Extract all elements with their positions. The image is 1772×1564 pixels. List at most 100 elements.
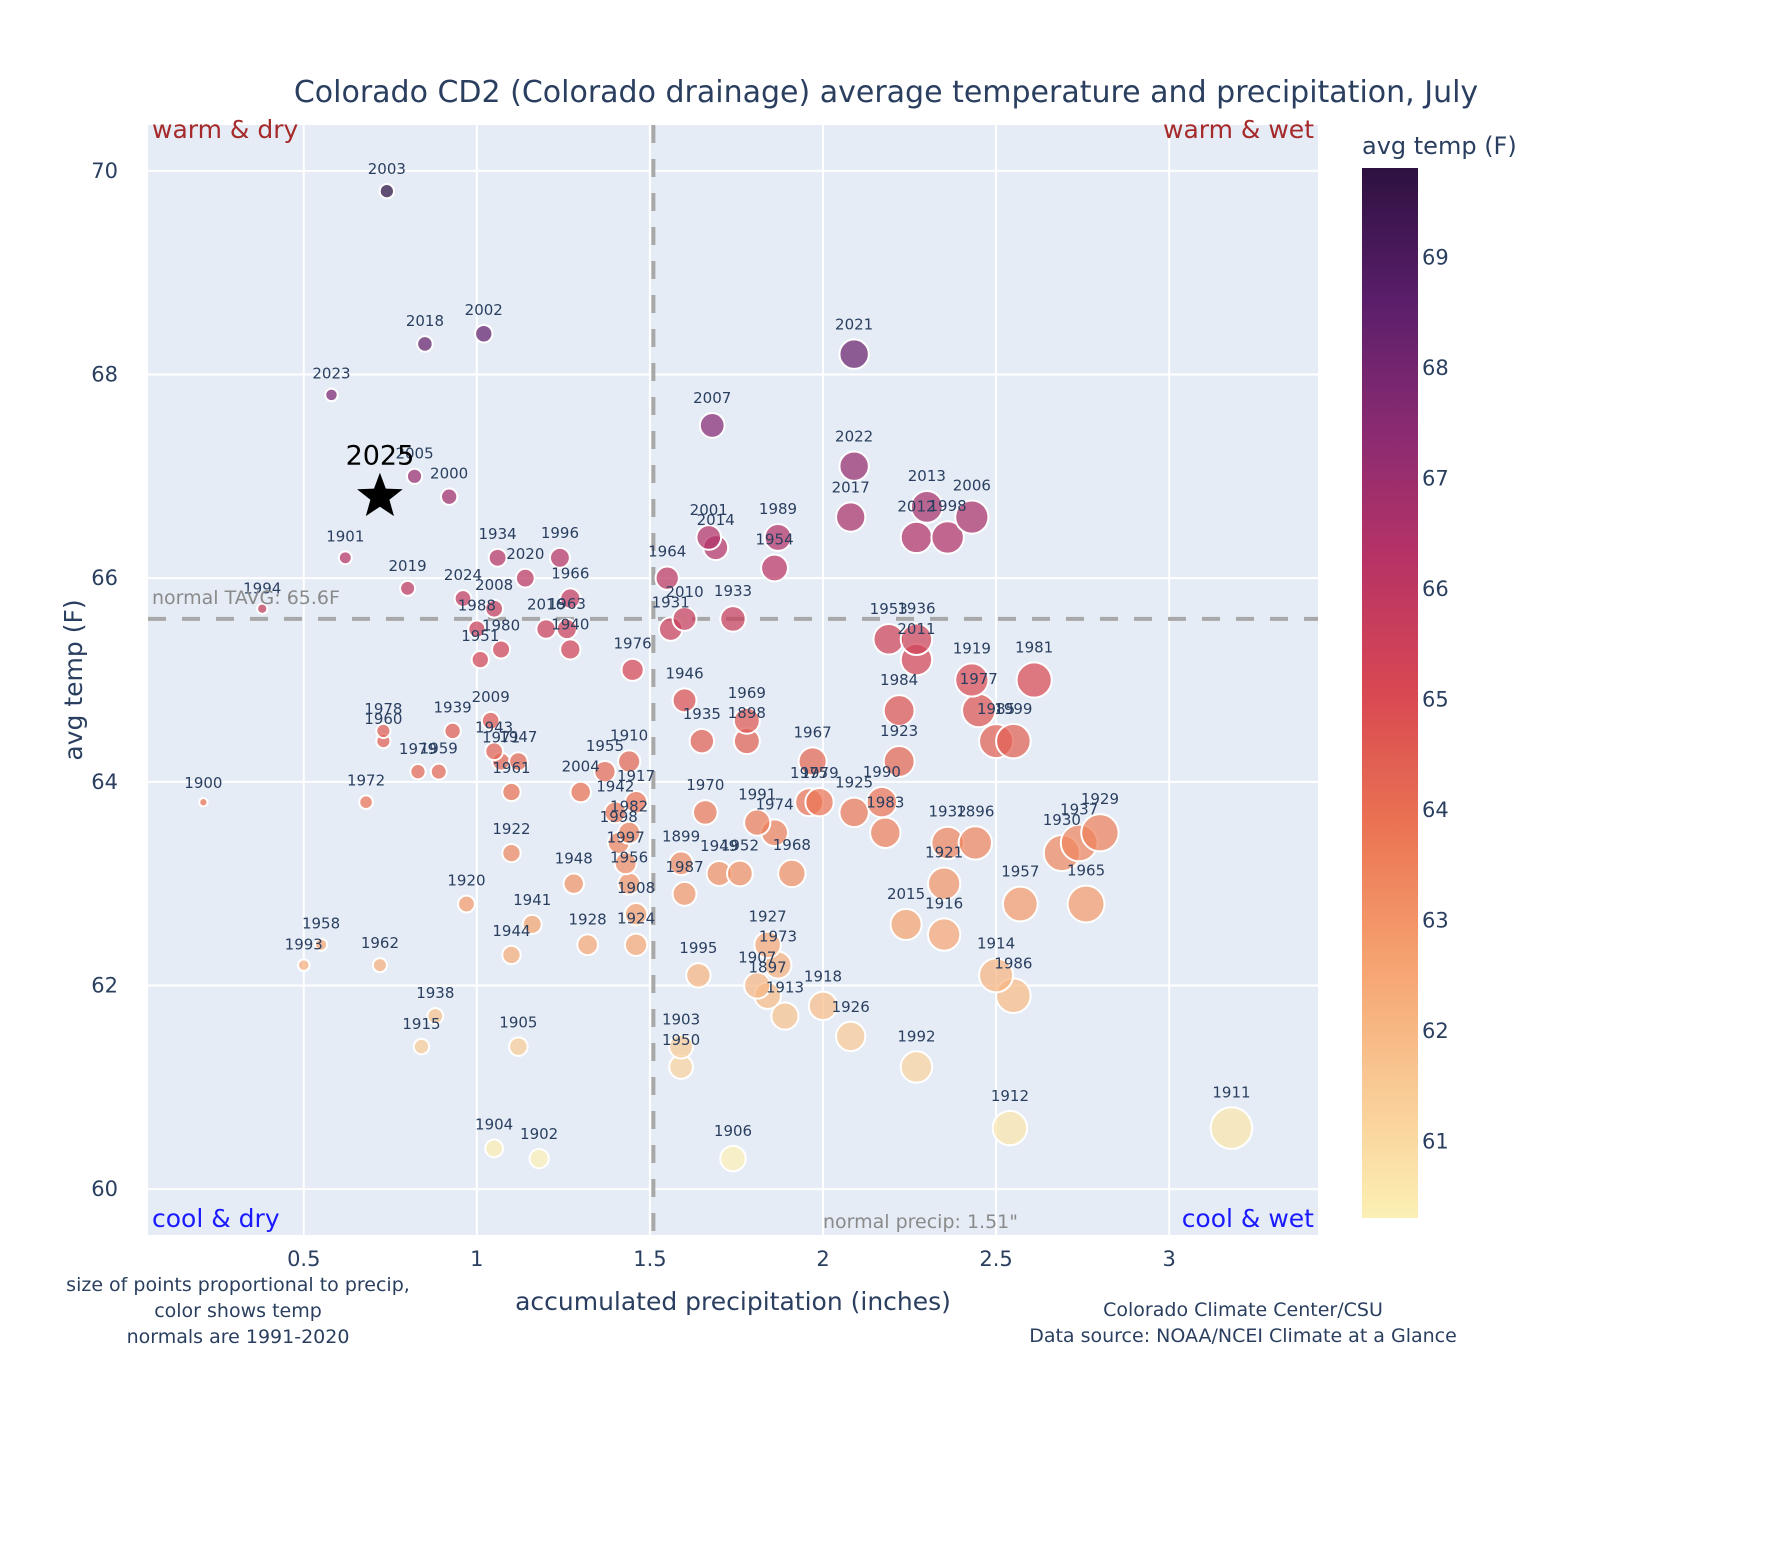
colorbar-tick-label: 69 — [1422, 245, 1449, 269]
data-point — [930, 520, 965, 555]
point-label: 1922 — [492, 820, 530, 838]
point-label: 1919 — [953, 639, 991, 657]
x-tick-label: 2.5 — [979, 1247, 1012, 1271]
point-label: 1915 — [402, 1015, 440, 1033]
point-label: 1908 — [617, 879, 655, 897]
point-label: 1936 — [897, 600, 935, 618]
data-point — [501, 781, 522, 803]
data-point — [559, 638, 582, 661]
data-point — [480, 710, 501, 731]
data-point — [743, 808, 772, 837]
point-label: 1998 — [929, 497, 967, 515]
data-point — [882, 745, 916, 778]
point-label: 1989 — [759, 500, 797, 518]
y-axis-ticks: 60 62 64 66 68 70 — [91, 159, 118, 1201]
data-point — [559, 587, 582, 610]
point-label: 2016 — [527, 595, 565, 613]
quadrant-label-cool-wet: cool & wet — [1182, 1204, 1314, 1233]
normal-temp-annotation: normal TAVG: 65.6F — [152, 587, 340, 609]
x-axis-title: accumulated precipitation (inches) — [515, 1287, 951, 1316]
point-label: 1924 — [617, 910, 655, 928]
data-point — [508, 1036, 529, 1057]
point-label: 1976 — [614, 635, 652, 653]
y-axis-title: avg temp (F) — [59, 599, 88, 760]
data-point — [409, 763, 427, 781]
data-point — [777, 858, 807, 889]
point-label: 1901 — [326, 527, 364, 545]
point-label: 2007 — [693, 389, 731, 407]
point-label: 1904 — [475, 1116, 513, 1134]
data-point — [926, 866, 962, 901]
point-label: 1932 — [929, 803, 967, 821]
point-label: 1926 — [832, 998, 870, 1016]
data-point — [882, 694, 916, 727]
quadrant-label-warm-wet: warm & wet — [1163, 115, 1314, 144]
data-point — [521, 913, 543, 935]
point-label: 2019 — [389, 557, 427, 575]
point-label: 2015 — [887, 885, 925, 903]
data-point — [668, 850, 694, 877]
point-label: 1912 — [991, 1087, 1029, 1105]
point-label: 2024 — [444, 566, 482, 584]
point-label: 1929 — [1081, 790, 1119, 808]
colorbar — [1362, 168, 1418, 1218]
point-label: 1947 — [499, 728, 537, 746]
point-label: 2021 — [835, 315, 873, 333]
point-label: 2012 — [897, 498, 935, 516]
point-label: 2002 — [465, 301, 503, 319]
footnote-right: Colorado Climate Center/CSU Data source:… — [1029, 1299, 1457, 1347]
data-point — [760, 553, 789, 583]
data-point — [198, 797, 209, 808]
point-label: 1913 — [766, 978, 804, 996]
point-label: 1948 — [555, 850, 593, 868]
point-labels: 1906 1902 1904 1912 1911 1992 1950 1903 1915 1905… — [184, 160, 1250, 1143]
data-point — [256, 602, 269, 615]
data-point — [954, 499, 990, 535]
point-label: 2023 — [312, 365, 350, 383]
data-point — [991, 1109, 1029, 1147]
data-point — [491, 639, 512, 660]
data-point — [995, 722, 1032, 760]
data-point — [440, 487, 459, 506]
point-label: 1979 — [399, 740, 437, 758]
point-label: 2013 — [908, 467, 946, 485]
data-point — [623, 902, 649, 927]
data-point — [732, 706, 761, 735]
point-label: 2006 — [953, 476, 991, 494]
point-label: 1951 — [461, 627, 499, 645]
data-point — [671, 687, 698, 714]
data-point — [668, 1033, 694, 1060]
point-label: 1970 — [686, 776, 724, 794]
point-label: 1984 — [880, 671, 918, 689]
point-label: 2004 — [562, 758, 600, 776]
data-point — [688, 727, 716, 755]
point-label: 1903 — [662, 1011, 700, 1029]
data-point — [865, 786, 898, 819]
point-label: 1906 — [714, 1122, 752, 1140]
data-point — [1001, 885, 1039, 923]
point-label: 2008 — [475, 576, 513, 594]
point-label: 1967 — [794, 723, 832, 741]
point-label: 1927 — [749, 907, 787, 925]
point-label: 1965 — [1067, 862, 1105, 880]
footnote-left-line: normals are 1991-2020 — [127, 1326, 350, 1348]
y-tick-label: 64 — [91, 770, 118, 794]
colorbar-tick-label: 66 — [1422, 577, 1449, 601]
highlight-label: 2025 — [346, 441, 415, 472]
y-tick-label: 70 — [91, 159, 118, 183]
data-point — [835, 501, 867, 533]
data-point — [474, 324, 494, 344]
point-label: 1977 — [960, 670, 998, 688]
colorbar-tick-label: 65 — [1422, 688, 1449, 712]
data-point — [835, 1020, 867, 1053]
point-label: 1992 — [897, 1027, 935, 1045]
colorbar-title: avg temp (F) — [1362, 132, 1517, 160]
colorbar-tick-label: 64 — [1422, 798, 1449, 822]
point-label: 1990 — [863, 763, 901, 781]
point-label: 1921 — [925, 844, 963, 862]
data-point — [569, 780, 592, 804]
colorbar-tick-label: 67 — [1422, 466, 1449, 490]
point-label: 1914 — [977, 934, 1015, 952]
point-label: 1937 — [1060, 801, 1098, 819]
data-point — [358, 794, 374, 811]
